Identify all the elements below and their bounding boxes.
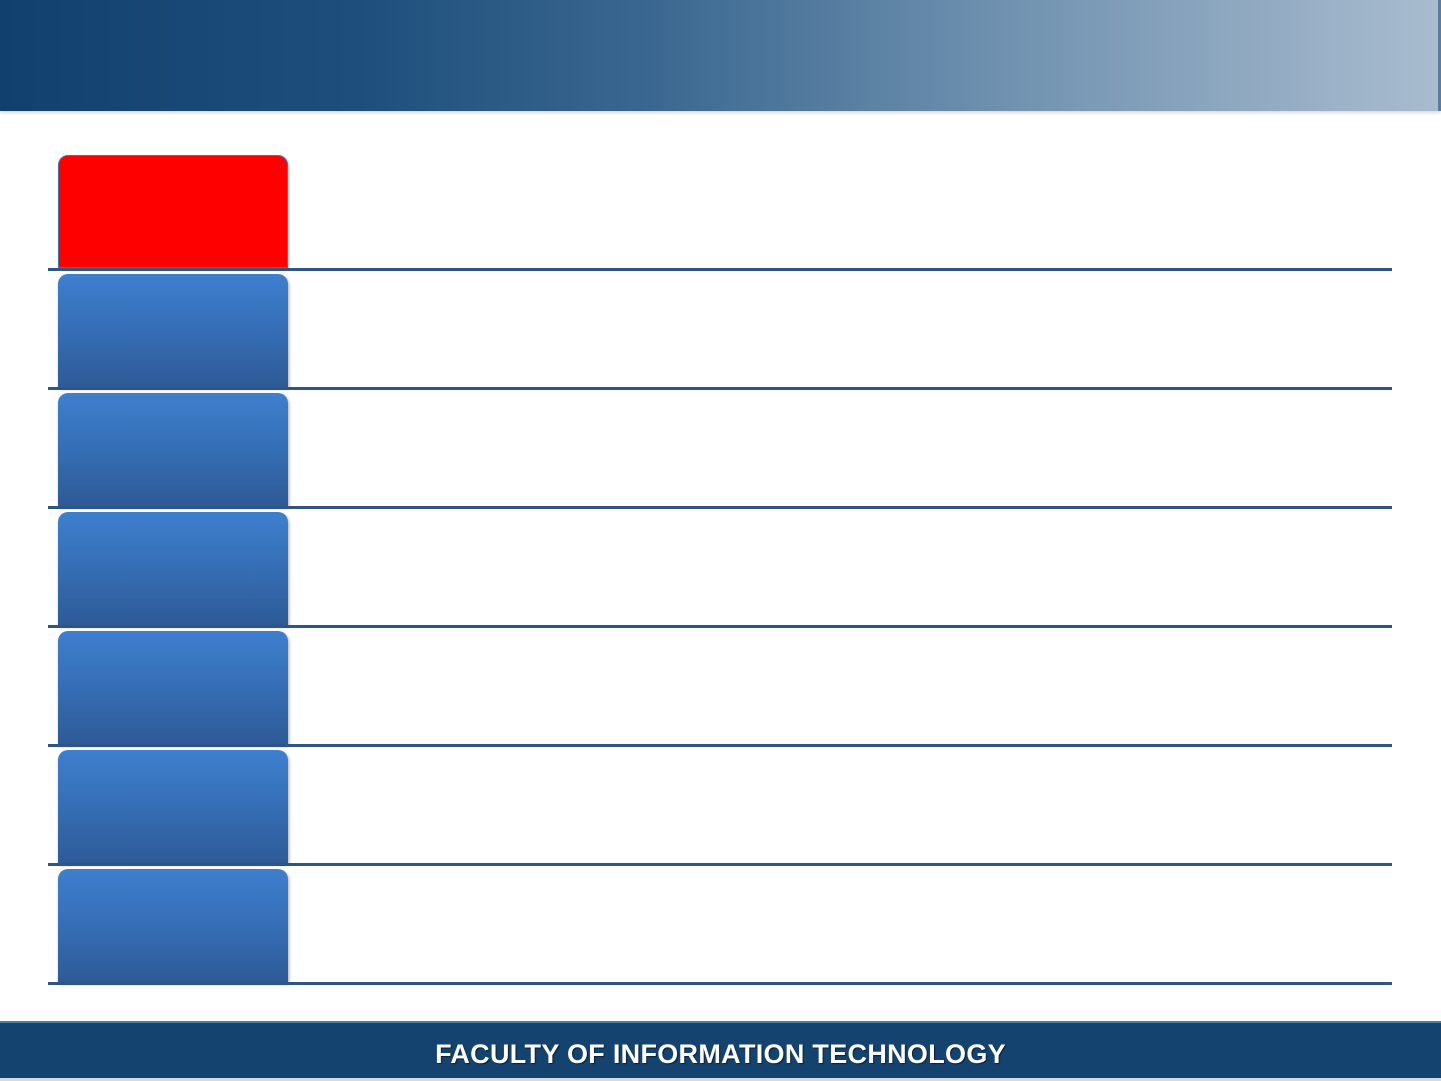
menu-tile-label	[58, 631, 288, 744]
menu-tile-label	[58, 512, 288, 625]
row-divider	[48, 268, 1392, 271]
row-divider	[48, 982, 1392, 985]
menu-tile-label	[58, 750, 288, 863]
footer-text: FACULTY OF INFORMATION TECHNOLOGY	[435, 1039, 1006, 1069]
row-divider	[48, 387, 1392, 390]
menu-row-6[interactable]	[0, 750, 1441, 869]
menu-row-detail	[310, 185, 1370, 235]
menu-tile-label	[58, 274, 288, 387]
header-band	[0, 0, 1441, 111]
row-divider	[48, 744, 1392, 747]
menu-row-detail	[310, 899, 1370, 949]
menu-row-7[interactable]	[0, 869, 1441, 988]
menu-row-1[interactable]	[0, 155, 1441, 274]
footer-bottom-line	[0, 1078, 1441, 1081]
menu-tile-6[interactable]	[58, 750, 288, 863]
menu-tile-5[interactable]	[58, 631, 288, 744]
menu-tile-2[interactable]	[58, 274, 288, 387]
footer-bar: FACULTY OF INFORMATION TECHNOLOGY	[0, 1021, 1441, 1078]
menu-row-detail	[310, 780, 1370, 830]
menu-row-detail	[310, 304, 1370, 354]
row-divider	[48, 506, 1392, 509]
menu-row-5[interactable]	[0, 631, 1441, 750]
menu-tile-7[interactable]	[58, 869, 288, 982]
menu-tile-3[interactable]	[58, 393, 288, 506]
menu-tile-4[interactable]	[58, 512, 288, 625]
menu-tile-label	[58, 869, 288, 982]
menu-row-2[interactable]	[0, 274, 1441, 393]
row-divider	[48, 863, 1392, 866]
row-divider	[48, 625, 1392, 628]
menu-row-detail	[310, 423, 1370, 473]
menu-row-detail	[310, 542, 1370, 592]
menu-row-4[interactable]	[0, 512, 1441, 631]
menu-tile-label	[59, 156, 287, 267]
menu-tile-1-active[interactable]	[58, 155, 288, 268]
menu-row-3[interactable]	[0, 393, 1441, 512]
menu-row-detail	[310, 661, 1370, 711]
menu-tile-label	[58, 393, 288, 506]
